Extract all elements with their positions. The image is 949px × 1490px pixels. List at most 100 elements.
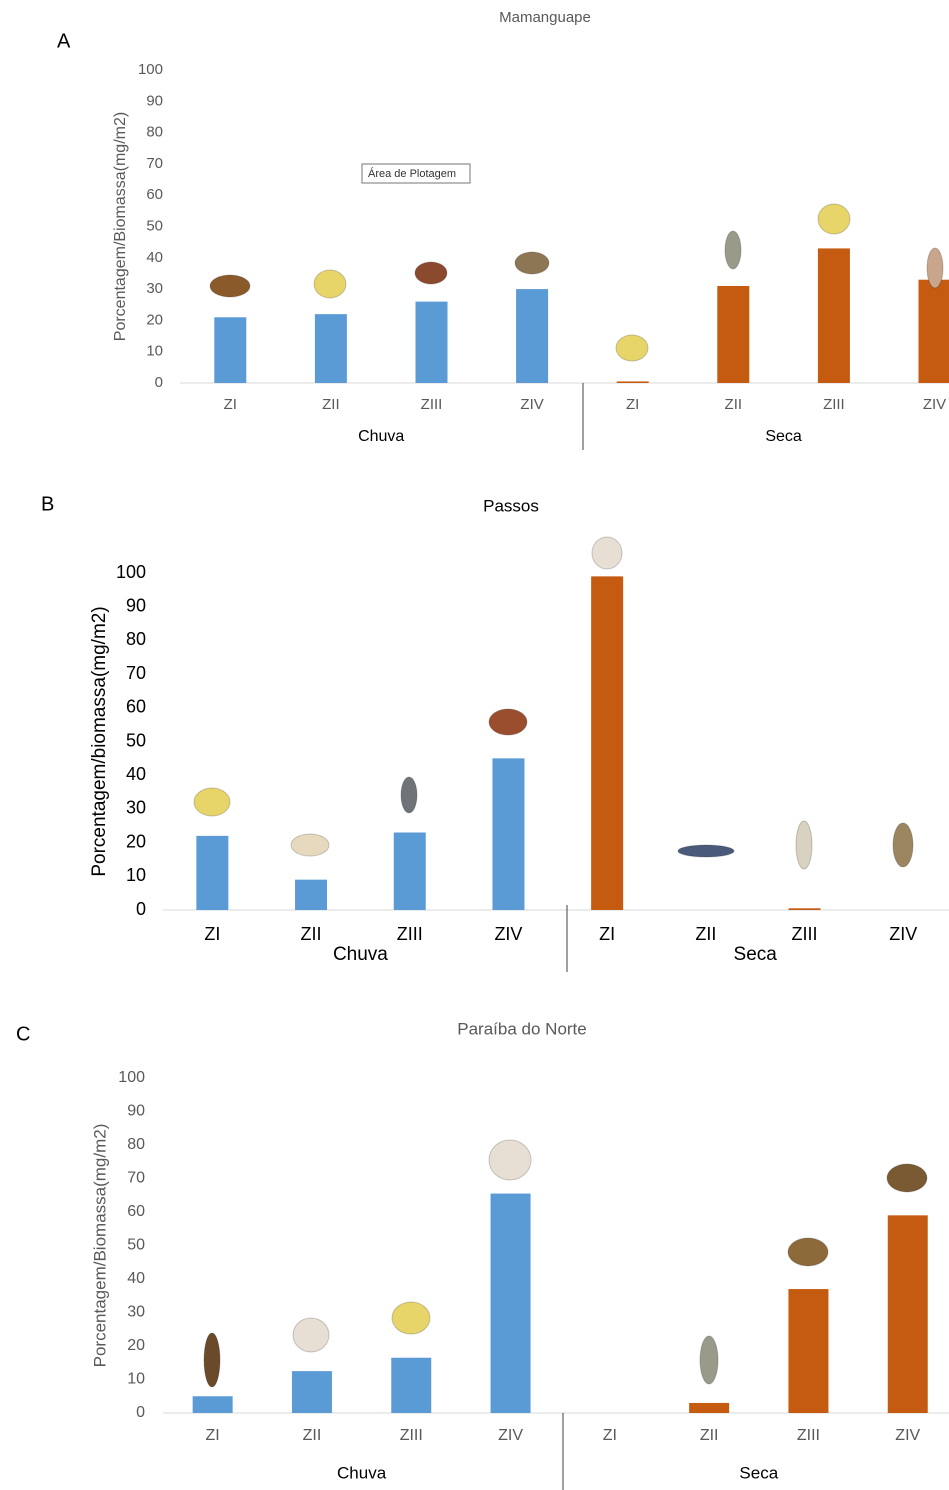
y-tick-label: 80 [146, 124, 163, 141]
shell-icon [415, 262, 447, 284]
y-tick-label: 20 [127, 1337, 145, 1354]
bar [919, 280, 949, 383]
shell-icon [489, 1140, 531, 1180]
shell-icon [927, 248, 943, 288]
y-tick-label: 20 [126, 831, 146, 851]
y-tick-label: 100 [118, 1069, 145, 1086]
shell-icon [515, 252, 549, 274]
bar [591, 576, 623, 910]
bar [391, 1358, 431, 1413]
y-tick-label: 40 [126, 764, 146, 784]
shell-icon [401, 777, 417, 813]
y-tick-label: 10 [127, 1371, 145, 1388]
y-tick-label: 80 [127, 1136, 145, 1153]
x-tick-label: ZIV [494, 924, 522, 944]
y-tick-label: 100 [138, 61, 163, 78]
x-tick-label: ZIV [498, 1427, 523, 1444]
x-tick-label: ZII [695, 924, 716, 944]
shell-icon [616, 335, 648, 361]
bar [717, 286, 749, 383]
y-tick-label: 100 [116, 562, 146, 582]
shell-icon [788, 1238, 828, 1266]
y-tick-label: 10 [126, 865, 146, 885]
shell-icon [489, 709, 527, 735]
x-tick-label: ZII [301, 924, 322, 944]
shell-icon [887, 1164, 927, 1192]
y-tick-label: 50 [126, 730, 146, 750]
x-tick-label: ZII [725, 396, 743, 413]
y-tick-label: 30 [127, 1304, 145, 1321]
group-label: Chuva [337, 1463, 387, 1482]
shell-icon [291, 834, 329, 856]
x-tick-label: ZIII [400, 1427, 423, 1444]
x-tick-label: ZI [224, 396, 237, 413]
y-tick-label: 30 [146, 280, 163, 297]
y-axis-label: Porcentagem/Biomassa(mg/m2) [112, 112, 129, 341]
y-tick-label: 30 [126, 798, 146, 818]
bar [689, 1403, 729, 1413]
shell-icon [293, 1318, 329, 1352]
page: A Mamanguape Porcentagem/Biomassa(mg/m2) 0 1… [0, 0, 949, 1490]
y-tick-label: 90 [127, 1103, 145, 1120]
shell-icon [678, 845, 734, 857]
x-tick-label: ZII [322, 396, 340, 413]
y-tick-label: 10 [146, 343, 163, 360]
y-tick-label: 90 [146, 92, 163, 109]
y-tick-label: 70 [146, 155, 163, 172]
panel-label: A [57, 30, 71, 52]
x-tick-label: ZIII [823, 396, 845, 413]
x-tick-label: ZII [700, 1427, 719, 1444]
x-tick-label: ZIII [397, 924, 423, 944]
bar [818, 248, 850, 383]
bar [416, 302, 448, 383]
shell-icon [818, 204, 850, 234]
x-tick-label: ZIII [797, 1427, 820, 1444]
bar [516, 289, 548, 383]
x-tick-label: ZIII [792, 924, 818, 944]
y-axis-label: Porcentagem/Biomassa(mg/m2) [90, 1124, 109, 1368]
x-tick-label: ZI [599, 924, 615, 944]
group-label: Chuva [358, 428, 404, 445]
x-tick-label: ZI [206, 1427, 220, 1444]
y-tick-label: 60 [127, 1203, 145, 1220]
group-label: Seca [765, 428, 802, 445]
y-tick-label: 70 [127, 1170, 145, 1187]
x-tick-label: ZII [303, 1427, 322, 1444]
shell-icon [592, 537, 622, 569]
y-tick-label: 0 [136, 899, 146, 919]
chart-title: Passos [483, 496, 539, 515]
x-tick-label: ZIV [895, 1427, 920, 1444]
y-tick-label: 90 [126, 595, 146, 615]
x-tick-label: ZI [603, 1427, 617, 1444]
x-tick-label: ZIV [923, 396, 946, 413]
bar [295, 880, 327, 910]
bar [788, 1289, 828, 1413]
y-tick-label: 60 [126, 697, 146, 717]
chart-title: Mamanguape [499, 9, 591, 26]
bar [193, 1396, 233, 1413]
x-tick-label: ZI [626, 396, 639, 413]
bar [617, 381, 649, 383]
y-tick-label: 20 [146, 311, 163, 328]
shell-icon [796, 821, 812, 869]
x-tick-label: ZIV [889, 924, 917, 944]
y-tick-label: 50 [146, 217, 163, 234]
shell-icon [314, 270, 346, 298]
group-label: Chuva [333, 944, 388, 965]
shell-icon [204, 1333, 220, 1387]
shell-icon [893, 823, 913, 867]
y-tick-label: 40 [146, 249, 163, 266]
y-tick-label: 60 [146, 186, 163, 203]
figure: A Mamanguape Porcentagem/Biomassa(mg/m2) 0 1… [0, 0, 949, 1490]
bar [196, 836, 228, 910]
y-tick-label: 80 [126, 629, 146, 649]
bar [492, 758, 524, 910]
x-tick-label: ZIV [520, 396, 543, 413]
bar [491, 1194, 531, 1413]
shell-icon [392, 1302, 430, 1334]
shell-icon [725, 231, 741, 269]
y-tick-label: 40 [127, 1270, 145, 1287]
bar [315, 314, 347, 383]
y-tick-label: 0 [155, 374, 163, 391]
panel-label: B [41, 493, 54, 515]
